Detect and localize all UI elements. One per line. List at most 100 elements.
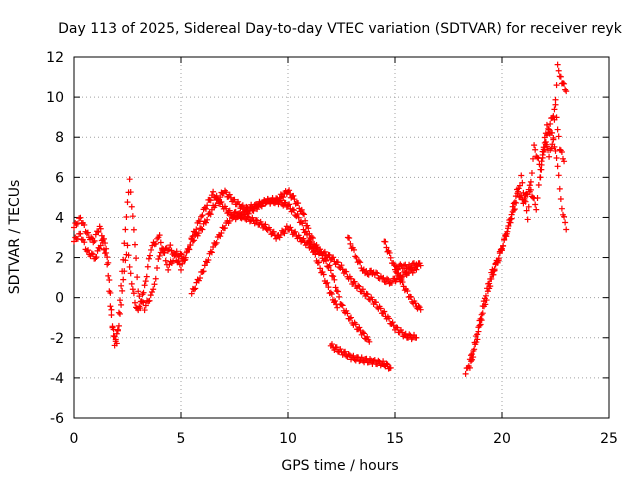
data-point [494, 258, 501, 265]
data-point [309, 235, 316, 242]
data-point [479, 310, 486, 317]
data-point [518, 172, 525, 179]
data-point [128, 280, 135, 287]
data-point [330, 273, 337, 280]
data-point [107, 303, 114, 310]
data-point [522, 198, 529, 205]
y-tick-label: 0 [55, 291, 64, 307]
data-point [117, 310, 124, 317]
data-point [325, 284, 332, 291]
data-point [312, 245, 319, 252]
data-point [402, 330, 409, 337]
data-point [408, 264, 415, 271]
y-tick-label: -6 [50, 411, 64, 427]
data-point [394, 324, 401, 331]
data-point [550, 113, 557, 120]
data-point [100, 246, 107, 253]
data-point [231, 196, 238, 203]
data-point [74, 220, 81, 227]
data-point [107, 289, 114, 296]
series-trace-2 [71, 176, 373, 347]
data-point [503, 233, 510, 240]
data-point [525, 203, 532, 210]
data-point [295, 214, 302, 221]
data-point [336, 293, 343, 300]
data-point [554, 163, 561, 170]
data-point [356, 283, 363, 290]
data-point [117, 297, 124, 304]
data-point [130, 290, 137, 297]
data-point [538, 161, 545, 168]
data-point [262, 221, 269, 228]
data-point [71, 224, 77, 231]
y-tick-label: 8 [55, 130, 64, 146]
data-point [306, 230, 313, 237]
y-tick-label: -4 [50, 371, 64, 387]
data-point [204, 202, 211, 209]
data-point [77, 214, 84, 221]
data-point [380, 274, 387, 281]
data-point [199, 212, 206, 219]
data-point [359, 329, 366, 336]
data-point [232, 208, 239, 215]
data-point [535, 181, 542, 188]
data-point [212, 241, 219, 248]
data-point [507, 219, 514, 226]
data-point [561, 213, 568, 220]
data-point [280, 194, 287, 201]
data-point [154, 264, 161, 271]
data-point [140, 289, 147, 296]
data-point [412, 300, 419, 307]
data-point [93, 254, 100, 261]
data-point [559, 80, 566, 87]
data-point [524, 216, 531, 223]
data-point [152, 275, 159, 282]
data-point [548, 145, 555, 152]
data-point [478, 317, 485, 324]
data-point [556, 185, 563, 192]
data-point [469, 351, 476, 358]
data-point [384, 361, 391, 368]
data-point [549, 129, 556, 136]
data-point [299, 210, 306, 217]
data-point [207, 248, 214, 255]
data-point [143, 273, 150, 280]
data-point [197, 274, 204, 281]
data-point [324, 279, 331, 286]
data-point [148, 246, 155, 253]
data-point [355, 258, 362, 265]
data-point [482, 301, 489, 308]
data-point [553, 154, 560, 161]
data-point [467, 358, 474, 365]
data-point [475, 328, 482, 335]
data-point [167, 242, 174, 249]
data-point [295, 200, 302, 207]
data-point [543, 143, 550, 150]
y-tick-label: 10 [46, 90, 64, 106]
data-point [230, 214, 237, 221]
data-point [333, 344, 340, 351]
data-point [250, 205, 257, 212]
data-point [406, 261, 413, 268]
data-point [384, 275, 391, 282]
data-point [126, 263, 133, 270]
data-point [305, 239, 312, 246]
data-point [366, 338, 373, 345]
series-trace-5 [344, 234, 420, 287]
data-point [110, 332, 117, 339]
data-point [246, 218, 253, 225]
data-point [129, 213, 136, 220]
data-point [347, 240, 354, 247]
data-point [285, 202, 291, 209]
data-point [85, 247, 92, 254]
data-point [531, 142, 538, 149]
data-point [188, 290, 195, 297]
data-point [532, 201, 539, 208]
data-point [105, 272, 112, 279]
data-point [106, 276, 113, 283]
data-point [357, 259, 364, 266]
data-point [326, 262, 333, 269]
data-point [137, 305, 144, 312]
data-point [466, 364, 473, 371]
data-point [510, 207, 517, 214]
